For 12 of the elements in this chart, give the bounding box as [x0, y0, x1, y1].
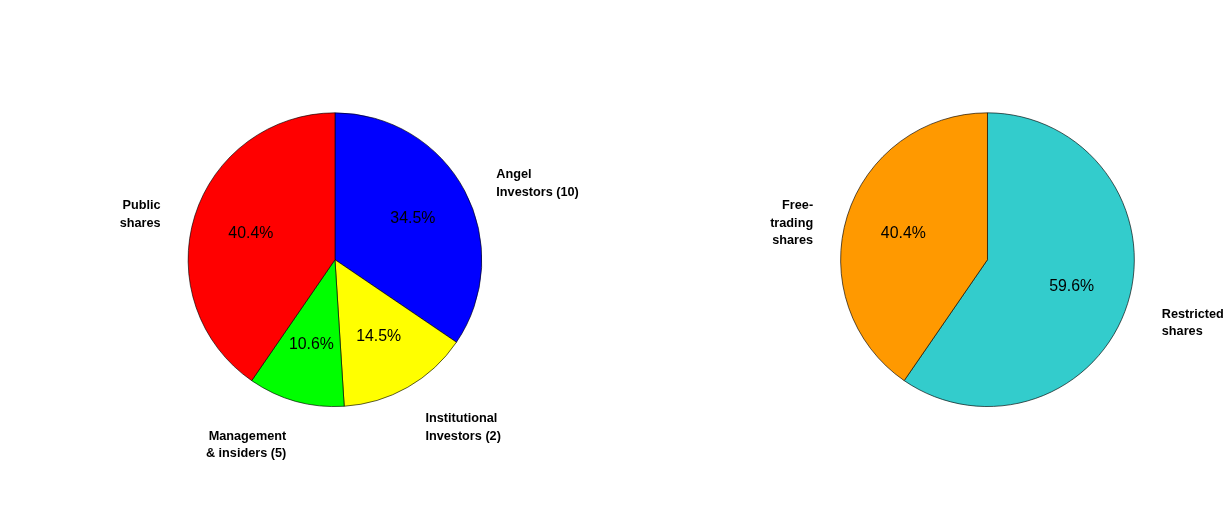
- slice-label: Public shares: [119, 198, 161, 230]
- data-label: 40.4%: [880, 224, 926, 242]
- data-label: 59.6%: [1049, 276, 1095, 294]
- slice-label: Restricted shares: [1161, 306, 1224, 339]
- data-label: 34.5%: [390, 209, 436, 227]
- data-label: 14.5%: [356, 326, 402, 344]
- data-label: 40.4%: [228, 224, 274, 242]
- slice-label: Angel Investors (10): [496, 167, 579, 199]
- slice-label: Free- trading shares: [770, 198, 814, 248]
- slice-label: Institutional Investors (2): [425, 411, 501, 443]
- data-label: 10.6%: [288, 335, 334, 353]
- slice-label: Management & insiders (5): [205, 428, 288, 461]
